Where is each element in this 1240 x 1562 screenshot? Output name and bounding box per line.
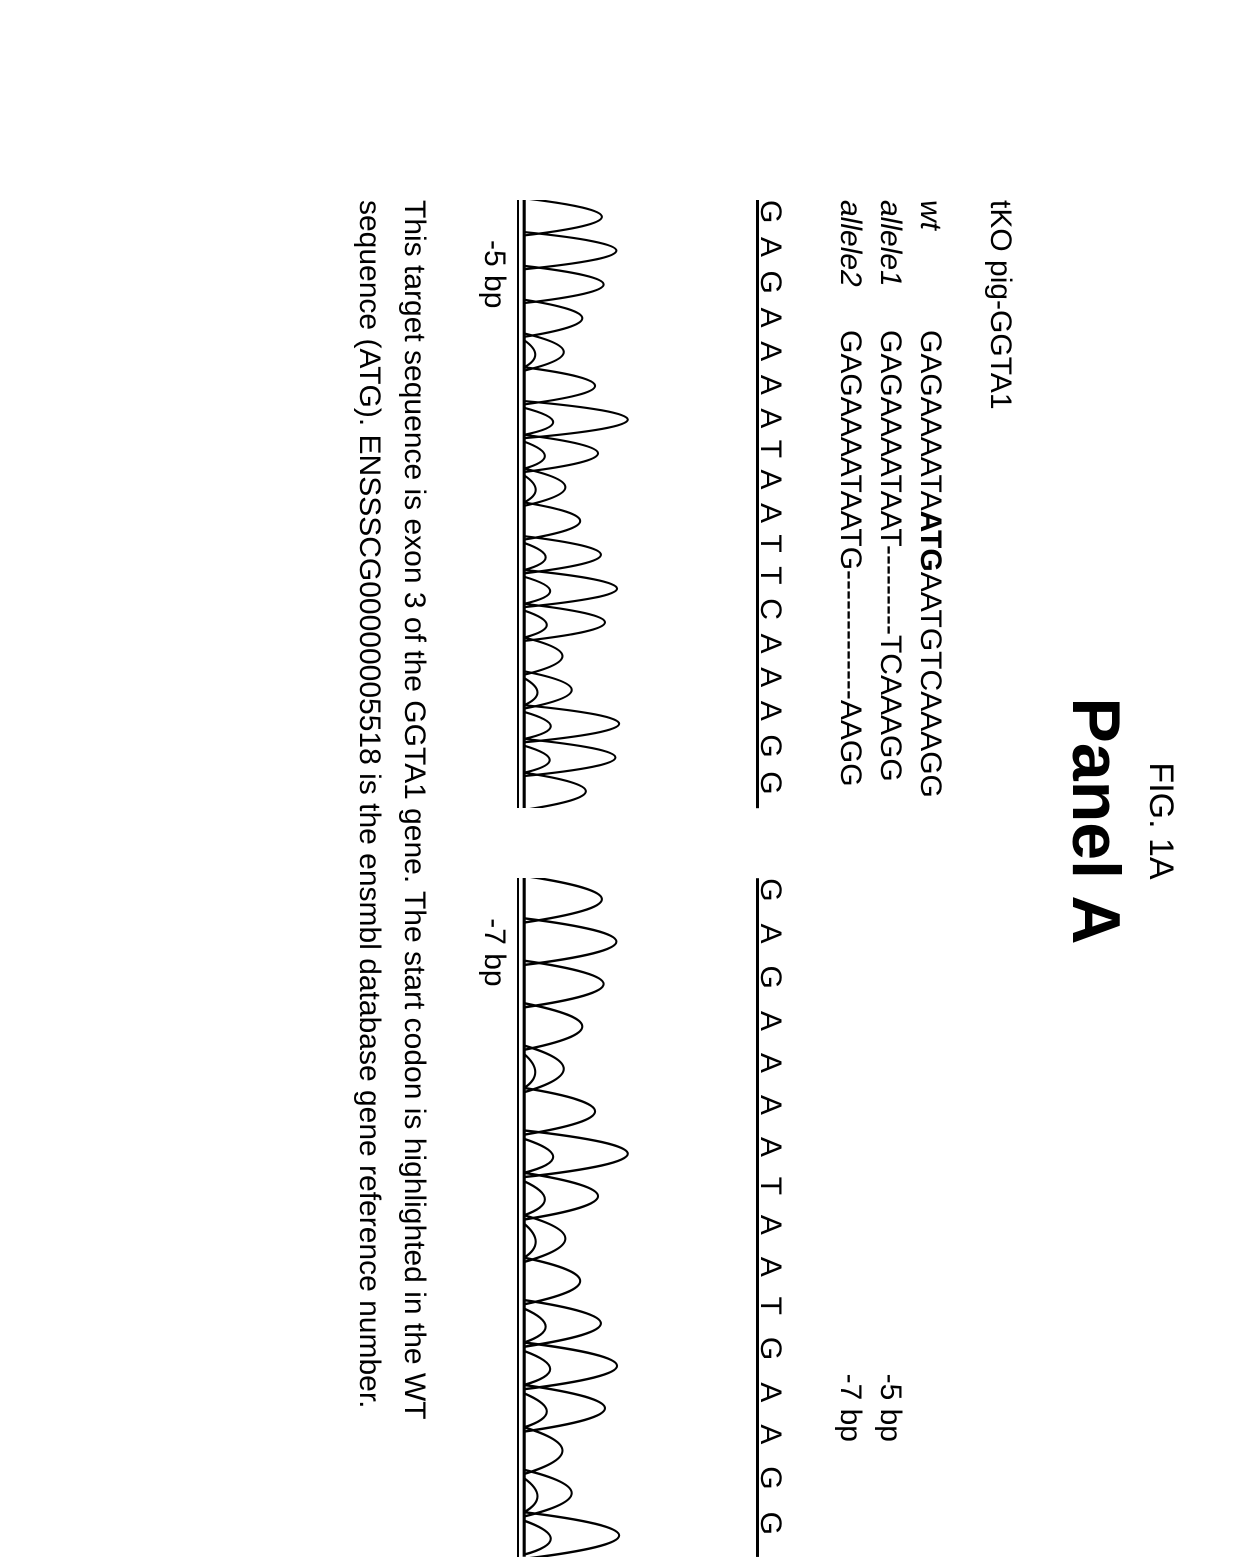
sequence-row-allele1: allele1 GAGAAAATAAT---------TCAAAGG -5 b… (873, 200, 907, 1442)
sequence-label: wt (913, 200, 947, 330)
chromatogram-del-label: -5 bp (477, 240, 511, 808)
sequence-text: GAGAAAATAATGAATGTCAAAGG (913, 330, 947, 798)
subtitle: tKO pig-GGTA1 (983, 200, 1017, 1442)
chromatogram-trace (517, 200, 747, 808)
deletion-size: -7 bp (833, 1344, 867, 1442)
sequence-label: allele2 (833, 200, 867, 330)
panel-title: Panel A (1057, 200, 1135, 1442)
chromatogram-row: GAGAAAATAATTCAAAGG -5 bp GAGAAAATAATGAAG… (477, 200, 787, 1442)
figure-label: FIG. 1A (1141, 200, 1180, 1442)
figure-caption: This target sequence is exon 3 of the GG… (347, 200, 437, 1442)
chromatogram-bases: GAGAAAATAATGAAGG (753, 878, 787, 1557)
page-root: FIG. 1A Panel A tKO pig-GGTA1 wt GAGAAAA… (0, 0, 1240, 1562)
sequence-text: GAGAAAATAAT---------TCAAAGG (873, 330, 907, 782)
chromatogram-bases: GAGAAAATAATTCAAAGG (753, 200, 787, 808)
sequence-alignment: wt GAGAAAATAATGAATGTCAAAGG allele1 GAGAA… (833, 200, 947, 1442)
sequence-text: GAGAAAATAATG-------------AAGG (833, 330, 867, 787)
chromatogram-del-label: -7 bp (477, 918, 511, 1557)
chromatogram-left: GAGAAAATAATTCAAAGG -5 bp (477, 200, 787, 808)
sequence-row-allele2: allele2 GAGAAAATAATG-------------AAGG -7… (833, 200, 867, 1442)
deletion-size: -5 bp (873, 1344, 907, 1442)
chromatogram-trace (517, 878, 747, 1557)
sequence-row-wt: wt GAGAAAATAATGAATGTCAAAGG (913, 200, 947, 1442)
sequence-label: allele1 (873, 200, 907, 330)
chromatogram-right: GAGAAAATAATGAAGG -7 bp (477, 878, 787, 1557)
